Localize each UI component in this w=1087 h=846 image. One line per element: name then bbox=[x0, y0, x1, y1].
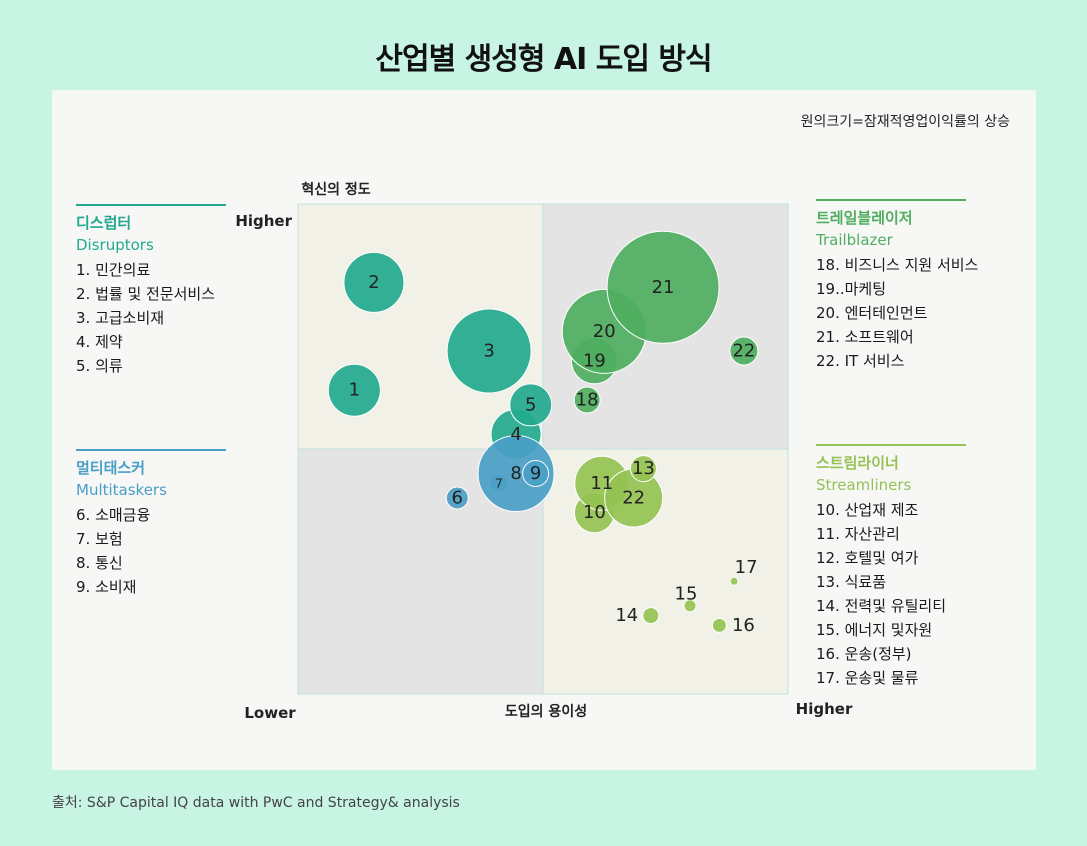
rule-disruptors bbox=[76, 204, 226, 206]
list-item: 3. 고급소비재 bbox=[76, 309, 165, 327]
group-title-en: Disruptors bbox=[76, 236, 154, 254]
list-item: 10. 산업재 제조 bbox=[816, 501, 919, 519]
bubble-15 bbox=[683, 599, 697, 613]
bubble-1 bbox=[327, 363, 381, 417]
legend-disruptors: 디스럽터 Disruptors 1. 민간의료 2. 법률 및 전문서비스 3.… bbox=[76, 204, 226, 378]
rule-multitaskers bbox=[76, 449, 226, 451]
bubble-label-7: 7 bbox=[495, 476, 503, 490]
bubble-6 bbox=[445, 486, 469, 510]
bubble-label-20: 20 bbox=[593, 321, 616, 342]
legend-trailblazer: 트레일블레이저 Trailblazer 18. 비즈니스 지원 서비스 19..… bbox=[816, 199, 978, 373]
rule-streamliners bbox=[816, 444, 966, 446]
bubble-label-21: 21 bbox=[652, 277, 675, 298]
bubble-label-8: 8 bbox=[510, 463, 521, 484]
bubble-label-19: 19 bbox=[583, 350, 606, 371]
group-items: 1. 민간의료 2. 법률 및 전문서비스 3. 고급소비재 4. 제약 5. … bbox=[76, 258, 226, 378]
bubble-label-3: 3 bbox=[483, 341, 494, 362]
bubble-label-16: 16 bbox=[732, 615, 755, 636]
bubble-5 bbox=[509, 383, 553, 427]
list-item: 8. 통신 bbox=[76, 554, 123, 572]
list-item: 9. 소비재 bbox=[76, 578, 137, 596]
size-note: 원의크기=잠재적영업이익률의 상승 bbox=[801, 114, 1010, 130]
bubble-label-15: 15 bbox=[675, 583, 698, 604]
group-items: 18. 비즈니스 지원 서비스 19..마케팅 20. 엔터테인먼트 21. 소… bbox=[816, 253, 978, 373]
y-axis-title: 혁신의 정도 bbox=[301, 181, 370, 198]
bubble-18 bbox=[573, 386, 601, 414]
list-item: 14. 전력및 유틸리티 bbox=[816, 597, 946, 615]
bubble-16 bbox=[711, 617, 727, 633]
bubble-label-14: 14 bbox=[615, 605, 638, 626]
group-title-en: Streamliners bbox=[816, 476, 912, 494]
bubble-8 bbox=[477, 435, 555, 512]
group-title-ko: 디스럽터 bbox=[76, 214, 132, 232]
list-item: 21. 소프트웨어 bbox=[816, 328, 914, 346]
list-item: 1. 민간의료 bbox=[76, 261, 151, 279]
list-item: 18. 비즈니스 지원 서비스 bbox=[816, 256, 979, 274]
rule-trailblazer bbox=[816, 199, 966, 201]
x-low-label: Lower bbox=[244, 704, 296, 722]
list-item: 5. 의류 bbox=[76, 357, 123, 375]
bubble-17 bbox=[729, 576, 739, 586]
bubble-label-6: 6 bbox=[452, 488, 463, 509]
group-title-ko: 멀티태스커 bbox=[76, 459, 146, 477]
list-item: 13. 식료품 bbox=[816, 573, 887, 591]
list-item: 16. 운송(정부) bbox=[816, 645, 912, 663]
page-title: 산업별 생성형 AI 도입 방식 bbox=[375, 42, 712, 77]
bubble-21 bbox=[606, 230, 720, 344]
list-item: 19..마케팅 bbox=[816, 280, 887, 298]
list-item: 17. 운송및 물류 bbox=[816, 669, 919, 687]
list-item: 22. IT 서비스 bbox=[816, 352, 905, 370]
bubble-label-2: 2 bbox=[368, 272, 379, 293]
bubble-label-1: 1 bbox=[349, 380, 360, 401]
bubble-22 bbox=[729, 336, 759, 366]
legend-multitaskers: 멀티태스커 Multitaskers 6. 소매금융 7. 보험 8. 통신 9… bbox=[76, 449, 226, 599]
list-item: 20. 엔터테인먼트 bbox=[816, 304, 928, 322]
y-high-label: Higher bbox=[235, 212, 292, 230]
source-note: 출처: S&P Capital IQ data with PwC and Str… bbox=[52, 795, 460, 811]
group-title-en: Trailblazer bbox=[816, 231, 893, 249]
list-item: 4. 제약 bbox=[76, 333, 123, 351]
group-items: 10. 산업재 제조 11. 자산관리 12. 호텔및 여가 13. 식료품 1… bbox=[816, 498, 966, 690]
bubble-14 bbox=[642, 607, 660, 625]
group-title-ko: 스트림라이너 bbox=[816, 454, 899, 472]
group-title-en: Multitaskers bbox=[76, 481, 167, 499]
list-item: 2. 법률 및 전문서비스 bbox=[76, 285, 216, 303]
bubble-label-17: 17 bbox=[735, 557, 758, 578]
chart-panel: 1 2 3 4 5 6 7 8 9 10 11 22 13 14 15 16 17 18 19 20 21 22 원의크기… bbox=[52, 90, 1036, 770]
bubble-label-18: 18 bbox=[576, 390, 599, 411]
bubble-label-10: 10 bbox=[583, 502, 606, 523]
bubble-label-12: 22 bbox=[622, 488, 645, 509]
bubble-9 bbox=[522, 460, 550, 487]
list-item: 12. 호텔및 여가 bbox=[816, 549, 919, 567]
bubble-label-5: 5 bbox=[525, 394, 536, 415]
bubble-label-11: 11 bbox=[590, 473, 613, 494]
group-title-ko: 트레일블레이저 bbox=[816, 209, 913, 227]
group-items: 6. 소매금융 7. 보험 8. 통신 9. 소비재 bbox=[76, 503, 226, 599]
x-axis-title: 도입의 용이성 bbox=[505, 703, 587, 720]
bubble-label-9: 9 bbox=[530, 463, 541, 484]
bubble-2 bbox=[343, 251, 405, 313]
x-high-label: Higher bbox=[796, 700, 853, 718]
bubble-chart: 1 2 3 45 6 7 8 9 10 11 22 13 14 15 16 17 18 19 20 21 22 원의크기… bbox=[235, 114, 1010, 722]
bubble-label-4: 4 bbox=[510, 424, 521, 445]
list-item: 6. 소매금융 bbox=[76, 506, 151, 524]
bubble-3 bbox=[446, 308, 532, 394]
list-item: 11. 자산관리 bbox=[816, 525, 900, 543]
bubble-label-22: 22 bbox=[732, 341, 755, 362]
list-item: 7. 보험 bbox=[76, 530, 123, 548]
bubble-13 bbox=[629, 455, 657, 483]
legend-streamliners: 스트림라이너 Streamliners 10. 산업재 제조 11. 자산관리 … bbox=[816, 444, 966, 690]
list-item: 15. 에너지 및자원 bbox=[816, 621, 933, 639]
bubble-label-13: 13 bbox=[632, 458, 655, 479]
